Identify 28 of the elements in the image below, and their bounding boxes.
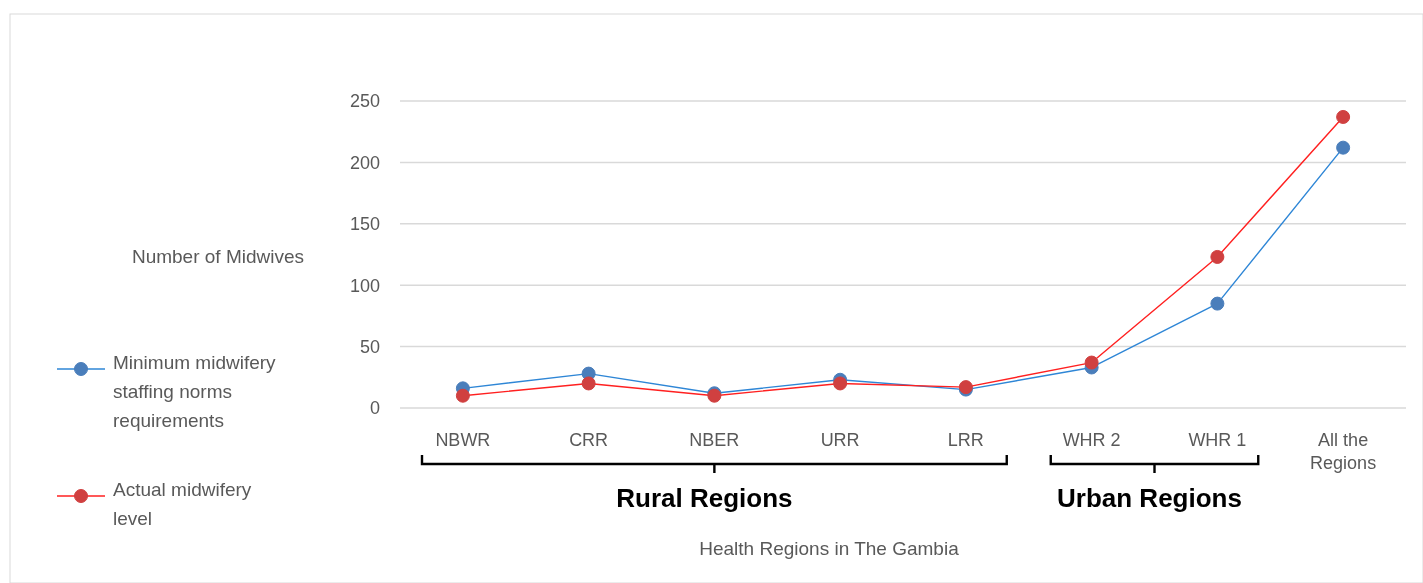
x-tick-label: NBER	[689, 430, 740, 450]
legend-label: Minimum midwifery staffing norms requirements	[113, 352, 277, 431]
point	[581, 376, 596, 391]
point	[1084, 355, 1099, 370]
point	[833, 376, 848, 391]
point	[1336, 140, 1351, 155]
point	[1336, 109, 1351, 124]
text: Rural Regions	[616, 483, 793, 513]
y-tick-label: 200	[349, 152, 380, 173]
legend-label: Actual midwifery level	[113, 479, 252, 529]
point	[455, 388, 470, 403]
y-tick-label: 250	[349, 91, 380, 112]
x-tick-label: WHR 1	[1188, 430, 1247, 450]
x-axis-title: Health Regions in The Gambia	[699, 538, 960, 559]
x-tick-label: URR	[820, 430, 860, 450]
y-tick-label: 100	[349, 275, 380, 296]
x-tick-label: LRR	[947, 430, 984, 450]
x-tick-label: CRR	[569, 430, 609, 450]
x-tick-label: WHR 2	[1062, 430, 1121, 450]
y-tick-label: 50	[359, 336, 380, 357]
point	[1210, 296, 1225, 311]
point	[1210, 249, 1225, 264]
text: Urban Regions	[1057, 483, 1242, 513]
y-tick-label: 0	[369, 398, 380, 419]
x-tick-label: NBWR	[435, 430, 491, 450]
x-tick-label: All the Regions	[1310, 430, 1377, 473]
y-tick-label: 150	[349, 214, 380, 235]
y-axis-title: Number of Midwives	[131, 245, 305, 267]
